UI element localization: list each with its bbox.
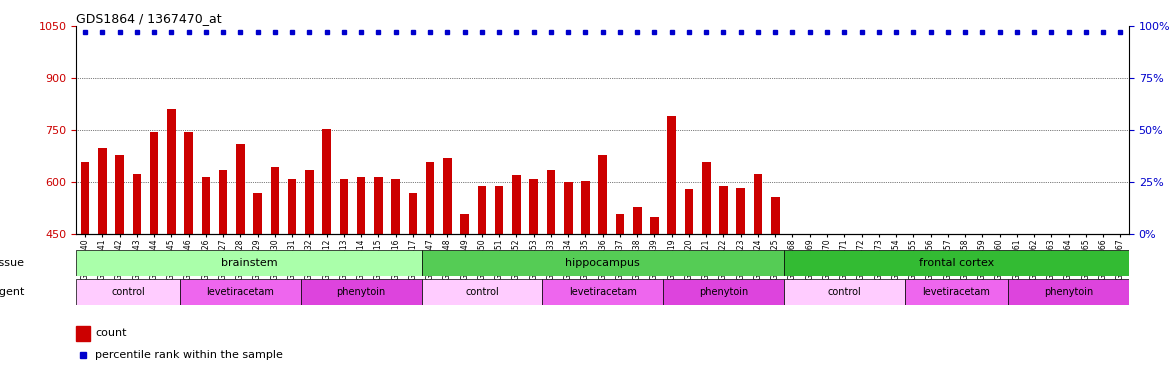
Bar: [788, 234, 797, 375]
Bar: [806, 234, 814, 374]
Bar: [305, 170, 314, 234]
Bar: [943, 234, 953, 366]
Bar: [1047, 234, 1056, 375]
Text: GDS1864 / 1367470_at: GDS1864 / 1367470_at: [76, 12, 222, 25]
Bar: [1013, 234, 1021, 369]
Bar: [563, 182, 573, 234]
Text: levetiracetam: levetiracetam: [922, 287, 990, 297]
Text: levetiracetam: levetiracetam: [569, 287, 636, 297]
Bar: [460, 213, 469, 234]
Text: percentile rank within the sample: percentile rank within the sample: [95, 350, 283, 360]
Bar: [236, 144, 245, 234]
Bar: [1008, 279, 1129, 304]
Bar: [76, 279, 180, 304]
Bar: [650, 217, 659, 234]
Bar: [495, 186, 503, 234]
Bar: [1116, 234, 1124, 374]
Bar: [1064, 234, 1073, 369]
Bar: [167, 110, 175, 234]
Bar: [76, 326, 91, 340]
Bar: [547, 170, 555, 234]
Text: agent: agent: [0, 287, 25, 297]
Bar: [904, 279, 1008, 304]
Bar: [891, 234, 901, 366]
Bar: [1030, 234, 1038, 365]
Bar: [995, 234, 1004, 362]
Bar: [185, 132, 193, 234]
Bar: [961, 234, 969, 363]
Text: brainstem: brainstem: [221, 258, 278, 268]
Bar: [857, 234, 866, 367]
Bar: [633, 207, 642, 234]
Text: hippocampus: hippocampus: [566, 258, 640, 268]
Bar: [599, 154, 607, 234]
Text: control: control: [112, 287, 145, 297]
Bar: [784, 279, 904, 304]
Bar: [81, 162, 89, 234]
Bar: [875, 234, 883, 370]
Bar: [978, 234, 987, 358]
Text: levetiracetam: levetiracetam: [207, 287, 274, 297]
Bar: [443, 158, 452, 234]
Bar: [1098, 234, 1108, 375]
Bar: [529, 179, 537, 234]
Bar: [477, 186, 486, 234]
Bar: [133, 174, 141, 234]
Bar: [720, 186, 728, 234]
Bar: [356, 177, 366, 234]
Bar: [115, 154, 123, 234]
Bar: [301, 279, 421, 304]
Bar: [736, 188, 746, 234]
Bar: [823, 234, 831, 369]
Bar: [771, 197, 780, 234]
Text: control: control: [828, 287, 861, 297]
Bar: [288, 179, 296, 234]
Bar: [684, 189, 694, 234]
Text: frontal cortex: frontal cortex: [918, 258, 994, 268]
Bar: [253, 193, 262, 234]
Bar: [201, 177, 211, 234]
Bar: [784, 250, 1129, 276]
Bar: [668, 116, 676, 234]
Bar: [426, 162, 434, 234]
Bar: [663, 279, 784, 304]
Bar: [1082, 234, 1090, 375]
Text: phenytoin: phenytoin: [336, 287, 386, 297]
Bar: [408, 193, 417, 234]
Bar: [421, 279, 542, 304]
Bar: [840, 234, 849, 375]
Bar: [392, 179, 400, 234]
Bar: [702, 162, 710, 234]
Bar: [322, 129, 330, 234]
Text: phenytoin: phenytoin: [699, 287, 748, 297]
Bar: [421, 250, 784, 276]
Bar: [616, 213, 624, 234]
Bar: [512, 176, 521, 234]
Bar: [270, 167, 279, 234]
Bar: [149, 132, 159, 234]
Bar: [754, 174, 762, 234]
Bar: [542, 279, 663, 304]
Bar: [340, 179, 348, 234]
Text: phenytoin: phenytoin: [1044, 287, 1094, 297]
Bar: [581, 181, 589, 234]
Bar: [909, 234, 917, 363]
Text: control: control: [465, 287, 499, 297]
Bar: [98, 148, 107, 234]
Bar: [219, 170, 227, 234]
Bar: [180, 279, 301, 304]
Bar: [927, 234, 935, 361]
Bar: [374, 177, 382, 234]
Text: count: count: [95, 328, 127, 338]
Bar: [76, 250, 421, 276]
Text: tissue: tissue: [0, 258, 25, 268]
